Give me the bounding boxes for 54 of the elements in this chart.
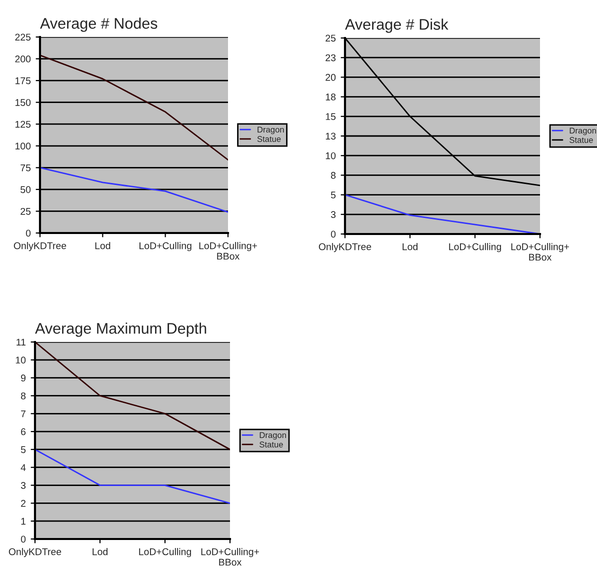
x-tick-label: OnlyKDTree	[318, 243, 372, 252]
y-tick-label: 225	[15, 34, 31, 41]
y-tick-label: 3	[330, 211, 336, 218]
x-tick-label: Lod	[95, 242, 110, 250]
y-tick-label: 23	[326, 54, 336, 62]
x-tick-label: Lod	[92, 548, 108, 556]
y-tick-label: 0	[20, 536, 26, 543]
x-tick-label: LoD+Culling	[140, 242, 192, 252]
y-tick-label: 175	[15, 77, 31, 84]
x-tick-label: LoD+Culling+ BBox	[199, 242, 257, 260]
y-tick-label: 100	[15, 142, 31, 150]
x-tick-label: OnlyKDTree	[14, 242, 66, 252]
y-tick-label: 150	[15, 99, 31, 106]
legend-label: Statue	[260, 442, 283, 448]
legend-label: Dragon	[258, 126, 284, 134]
x-tick-label: LoD+Culling	[139, 548, 191, 558]
legend-label: Dragon	[260, 432, 286, 440]
y-tick-label: 2	[21, 500, 26, 507]
y-tick-label: 18	[326, 94, 336, 100]
y-tick-label: 25	[20, 208, 31, 215]
y-tick-label: 50	[20, 186, 31, 194]
chart-title: Average # Disk	[345, 18, 448, 33]
x-tick-label: LoD+Culling+ BBox	[511, 243, 569, 261]
y-tick-label: 25	[326, 34, 336, 42]
y-tick-label: 4	[20, 464, 26, 471]
chart-title: Average # Nodes	[40, 18, 158, 32]
y-tick-label: 0	[330, 230, 336, 238]
y-tick-label: 8	[330, 172, 336, 179]
x-tick-label: OnlyKDTree	[8, 548, 62, 558]
y-tick-label: 10	[16, 356, 26, 364]
legend-label: Statue	[257, 136, 281, 142]
y-tick-label: 200	[15, 56, 31, 62]
legend-label: Statue	[570, 137, 593, 143]
y-tick-label: 5	[330, 192, 336, 198]
y-tick-label: 6	[21, 428, 26, 436]
x-tick-label: LoD+Culling	[449, 243, 501, 252]
y-tick-label: 13	[326, 132, 336, 140]
y-tick-label: 11	[16, 338, 26, 346]
y-tick-label: 125	[15, 120, 31, 128]
y-tick-label: 0	[26, 230, 31, 237]
y-tick-label: 20	[326, 74, 336, 81]
y-tick-label: 10	[326, 152, 336, 160]
y-tick-label: 1	[21, 518, 26, 525]
y-tick-label: 7	[21, 410, 26, 418]
x-tick-label: LoD+Culling+ BBox	[201, 548, 259, 566]
x-tick-label: Lod	[402, 243, 418, 250]
y-tick-label: 75	[20, 164, 31, 172]
chart-title: Average Maximum Depth	[35, 322, 206, 337]
y-tick-label: 15	[326, 113, 336, 120]
y-tick-label: 5	[20, 446, 26, 454]
legend-label: Dragon	[570, 128, 596, 136]
y-tick-label: 8	[20, 392, 26, 400]
y-tick-label: 9	[21, 374, 26, 382]
y-tick-label: 3	[20, 482, 26, 489]
